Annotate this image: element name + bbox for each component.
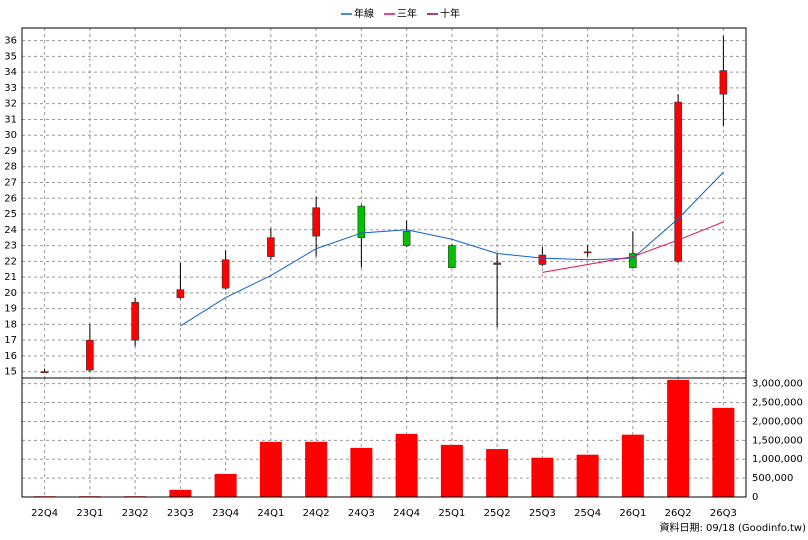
candle-body [674, 101, 682, 262]
x-tick-label: 23Q3 [167, 508, 194, 519]
candle-body [40, 371, 49, 373]
x-tick-label: 23Q4 [212, 508, 239, 519]
y-tick-label: 25 [4, 209, 17, 220]
volume-bar [621, 434, 644, 497]
volume-panel-frame [21, 377, 747, 498]
x-tick-label: 25Q3 [529, 508, 556, 519]
x-tick-label: 23Q2 [122, 508, 149, 519]
volume-bar [667, 379, 690, 497]
volume-bar [350, 447, 373, 497]
footer: 資料日期: 09/18 (Goodinfo.tw) [659, 521, 806, 534]
x-tick-label: 24Q4 [393, 508, 420, 519]
y2-tick-label: 0 [752, 492, 758, 503]
y-tick-label: 35 [4, 51, 17, 62]
line-series [542, 221, 724, 273]
x-tick-label: 26Q2 [665, 508, 692, 519]
y-tick-label: 31 [4, 114, 17, 125]
volume-bar [486, 449, 509, 497]
x-tick-label: 24Q2 [303, 508, 330, 519]
candle-body [86, 339, 94, 371]
y2-tick-label: 2,500,000 [752, 398, 803, 409]
volume-bar [576, 454, 599, 497]
candle-body [267, 237, 275, 257]
volume-bar [259, 441, 282, 497]
y2-tick-label: 2,000,000 [752, 416, 803, 427]
volume-bar [305, 441, 328, 497]
candle-body [312, 207, 320, 237]
y-tick-label: 22 [4, 256, 17, 267]
x-tick-label: 25Q1 [438, 508, 465, 519]
y-tick-label: 29 [4, 146, 17, 157]
y-tick-label: 33 [4, 83, 17, 94]
y-tick-label: 23 [4, 241, 17, 252]
y2-tick-label: 1,500,000 [752, 435, 803, 446]
candle-body [538, 254, 547, 265]
y-tick-label: 17 [4, 335, 17, 346]
volume-bar [169, 489, 192, 497]
x-tick-label: 22Q4 [31, 508, 58, 519]
x-tick-label: 26Q3 [710, 508, 737, 519]
candle-body [131, 302, 139, 341]
candle-body [448, 245, 456, 268]
candle-body [357, 205, 366, 238]
legend-label: 三年 [397, 7, 417, 20]
y-tick-label: 32 [4, 99, 17, 110]
volume-bar [531, 457, 554, 497]
y-tick-label: 30 [4, 130, 17, 141]
y-tick-label: 16 [4, 351, 17, 362]
legend-label: 年線 [354, 7, 374, 20]
y-tick-label: 34 [4, 67, 17, 78]
y-tick-label: 24 [4, 225, 17, 236]
y-tick-label: 18 [4, 319, 17, 330]
x-tick-label: 26Q1 [619, 508, 646, 519]
y2-tick-label: 500,000 [752, 473, 793, 484]
x-tick-label: 24Q3 [348, 508, 375, 519]
candle-body [402, 231, 411, 246]
legend-label: 十年 [440, 7, 460, 20]
line-series [180, 171, 724, 327]
y-tick-label: 26 [4, 193, 17, 204]
candle-body [221, 259, 230, 289]
y2-tick-label: 1,000,000 [752, 454, 803, 465]
volume-bar [712, 407, 735, 497]
candle-body [493, 262, 501, 265]
y-tick-label: 19 [4, 304, 17, 315]
volume-bar [395, 433, 418, 497]
x-tick-label: 23Q1 [76, 508, 103, 519]
y-tick-label: 20 [4, 288, 17, 299]
candle-body [719, 70, 728, 95]
candle-body [176, 289, 185, 298]
volume-bar [440, 444, 463, 497]
y-tick-label: 15 [4, 367, 17, 378]
x-tick-label: 25Q2 [484, 508, 511, 519]
candle-body [629, 253, 637, 268]
y-tick-label: 21 [4, 272, 17, 283]
volume-bar [214, 473, 237, 497]
y-tick-label: 27 [4, 178, 17, 189]
y-tick-label: 36 [4, 36, 17, 47]
x-tick-label: 24Q1 [257, 508, 284, 519]
candle-body [583, 251, 592, 254]
x-tick-label: 25Q4 [574, 508, 601, 519]
y2-tick-label: 3,000,000 [752, 379, 803, 390]
y-tick-label: 28 [4, 162, 17, 173]
